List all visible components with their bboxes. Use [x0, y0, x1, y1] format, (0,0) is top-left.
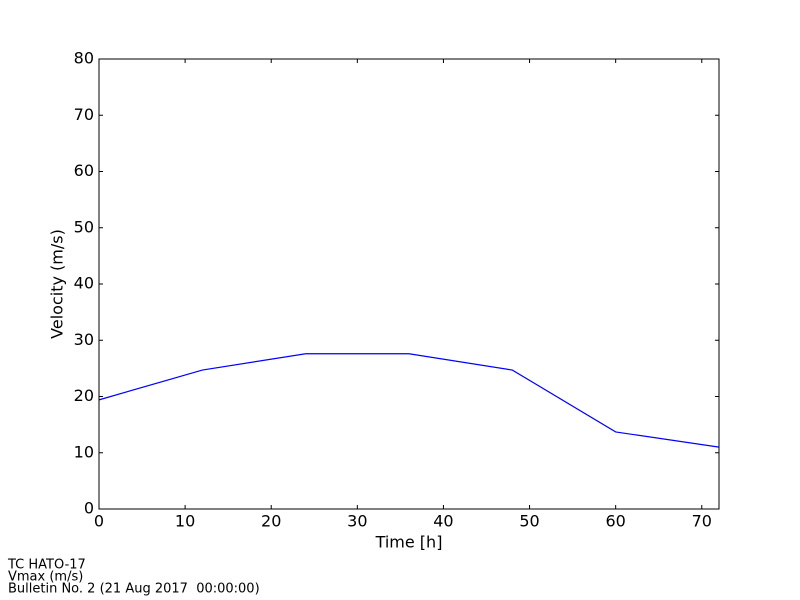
annotation: Bulletin No. 2 (21 Aug 2017 00:00:00)	[8, 582, 260, 597]
y-tick-label: 40	[74, 274, 94, 293]
x-tick-label: 50	[519, 512, 539, 531]
plot-frame	[98, 58, 720, 510]
y-tick-label: 10	[74, 442, 94, 461]
y-tick-label: 30	[74, 330, 94, 349]
x-tick-label: 40	[433, 512, 453, 531]
annotation: Vmax (m/s)	[8, 570, 83, 585]
y-tick-label: 60	[74, 161, 94, 180]
x-tick-label: 60	[605, 512, 625, 531]
annotation: TC HATO-17	[7, 558, 86, 573]
x-tick-label: 30	[347, 512, 367, 531]
y-tick-label: 0	[84, 499, 94, 518]
x-tick-label: 0	[94, 512, 104, 531]
x-tick-label: 70	[692, 512, 712, 531]
x-axis-label: Time [h]	[375, 533, 443, 552]
data-line	[98, 353, 720, 448]
y-axis-label: Velocity (m/s)	[48, 229, 67, 339]
y-tick-label: 50	[74, 217, 94, 236]
y-tick-label: 80	[74, 49, 94, 68]
x-tick-label: 20	[261, 512, 281, 531]
x-tick-label: 10	[175, 512, 195, 531]
y-tick-label: 70	[74, 105, 94, 124]
y-tick-label: 20	[74, 386, 94, 405]
